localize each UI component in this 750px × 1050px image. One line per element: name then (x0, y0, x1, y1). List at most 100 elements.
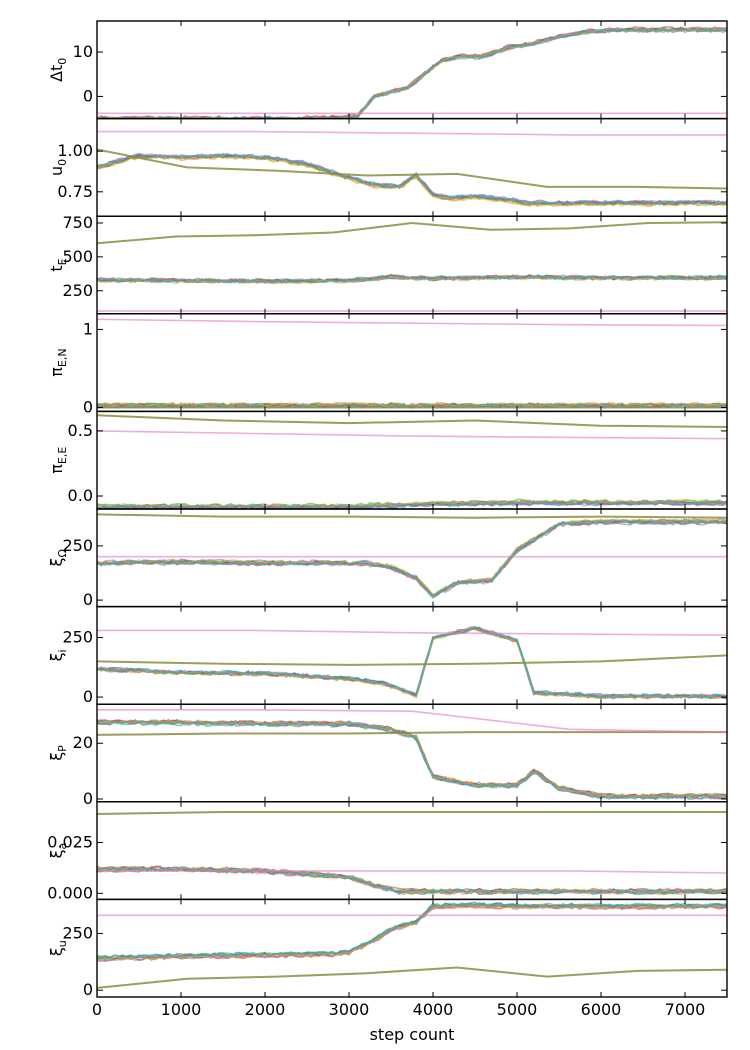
y-axis-label-main: u (47, 166, 66, 176)
panel-9-frame (96, 898, 728, 998)
x-tick-label: 1000 (161, 1000, 202, 1019)
panel-3-frame (96, 313, 728, 413)
walker-trace-3 (97, 904, 727, 962)
panel-6-frame (96, 605, 728, 705)
y-tick-label: 0 (83, 590, 93, 609)
y-axis-label-main: t (47, 265, 66, 271)
panel-3: 0 1 πE,N (47, 313, 728, 416)
y-tick-label: 0 (83, 86, 93, 105)
walker-trace-2 (97, 27, 727, 119)
panel-4-traces (97, 414, 727, 509)
walker-trace-8 (97, 401, 727, 408)
y-axis-label-main: ξ (47, 557, 66, 566)
walker-trace-7 (97, 520, 727, 600)
y-axis-label: ξa (47, 843, 69, 859)
panel-3-traces (97, 318, 727, 409)
walker-trace-1 (97, 902, 727, 960)
stuck-walker-trace (97, 811, 727, 815)
y-tick-label: 0.0 (68, 486, 93, 505)
panel-2-traces (97, 221, 727, 312)
y-axis-label: πE,N (47, 348, 69, 376)
stuck-walker-trace (97, 513, 727, 519)
y-tick-label: 250 (62, 536, 93, 555)
y-axis-label-main: ξ (47, 849, 66, 858)
y-tick-label: 0 (83, 789, 93, 808)
y-axis-label: πE,E (47, 447, 69, 474)
y-tick-label: 0.025 (47, 832, 93, 851)
walker-trace-8 (97, 904, 727, 961)
walker-trace-0 (97, 518, 727, 597)
y-tick-label: 0 (83, 687, 93, 706)
y-tick-label: 20 (73, 733, 93, 752)
y-axis-label-sub: u (56, 940, 69, 947)
stuck-walker-trace (97, 221, 727, 245)
y-axis-label: tE (47, 258, 69, 271)
y-tick-label: 1 (83, 319, 93, 338)
y-axis-label-sub: E (56, 258, 69, 265)
outlier-walker-trace (97, 130, 727, 136)
walker-trace-5 (97, 903, 727, 960)
y-axis-label: Δt0 (47, 58, 69, 82)
x-tick-label: 2000 (245, 1000, 286, 1019)
y-axis-label-main: π (47, 367, 66, 377)
walker-trace-6 (97, 27, 727, 119)
y-axis-label-main: Δt (47, 65, 66, 82)
y-axis-label: ξP (47, 745, 69, 761)
outlier-walker-trace (97, 318, 727, 327)
walker-trace-1 (97, 155, 727, 208)
walker-trace-7 (97, 902, 727, 961)
panels: 010Δt00.751.00u0250500750tE01πE,N0.00.5π… (47, 20, 728, 999)
x-tick-label: 7000 (665, 1000, 706, 1019)
y-tick-label: 0 (83, 397, 93, 416)
y-axis-label-main: ξ (47, 947, 66, 956)
walker-trace-6 (97, 625, 727, 699)
walker-trace-9 (97, 720, 727, 800)
walker-trace-4 (98, 28, 727, 119)
panel-7-frame (96, 703, 728, 803)
y-tick-label: 0.75 (57, 182, 93, 201)
walker-trace-9 (97, 626, 727, 699)
y-axis-label-main: ξ (47, 752, 66, 761)
panel-4: 0.0 0.5 πE,E (47, 410, 728, 510)
walker-trace-0 (97, 26, 727, 119)
walker-trace-9 (97, 274, 727, 284)
walker-trace-5 (97, 27, 727, 119)
x-tick-label: 3000 (329, 1000, 370, 1019)
walker-trace-8 (97, 275, 727, 285)
y-tick-label: 500 (62, 247, 93, 266)
panel-0-frame (96, 20, 728, 120)
walker-trace-9 (97, 866, 727, 894)
panel-8-traces (97, 811, 727, 896)
stuck-walker-trace (97, 654, 727, 666)
y-axis-label-sub: 0 (56, 58, 69, 65)
walker-trace-8 (97, 865, 727, 894)
panel-5-traces (97, 513, 727, 600)
y-axis-label: u0 (47, 159, 69, 176)
panel-1-traces (97, 130, 727, 208)
walker-trace-2 (97, 902, 727, 960)
y-tick-label: 250 (62, 281, 93, 300)
y-axis-label-sub: E,E (56, 447, 69, 464)
panel-2: 250 500 750 tE (47, 213, 728, 315)
stuck-walker-trace (97, 117, 267, 119)
panel-0-traces (97, 26, 727, 119)
y-axis-label-main: π (47, 464, 66, 474)
y-tick-label: 250 (62, 628, 93, 647)
walker-trace-7 (97, 28, 727, 119)
walker-trace-4 (97, 518, 727, 598)
walker-trace-8 (97, 627, 727, 700)
y-axis-label: ξi (47, 649, 69, 661)
walker-trace-1 (97, 27, 727, 119)
outlier-walker-trace (97, 629, 727, 636)
y-axis-label: ξu (47, 940, 69, 956)
y-tick-label: 1.00 (57, 141, 93, 160)
outlier-walker-trace (97, 708, 727, 733)
walker-trace-8 (97, 155, 727, 207)
panel-8-frame (96, 801, 728, 901)
walker-trace-9 (97, 500, 727, 509)
